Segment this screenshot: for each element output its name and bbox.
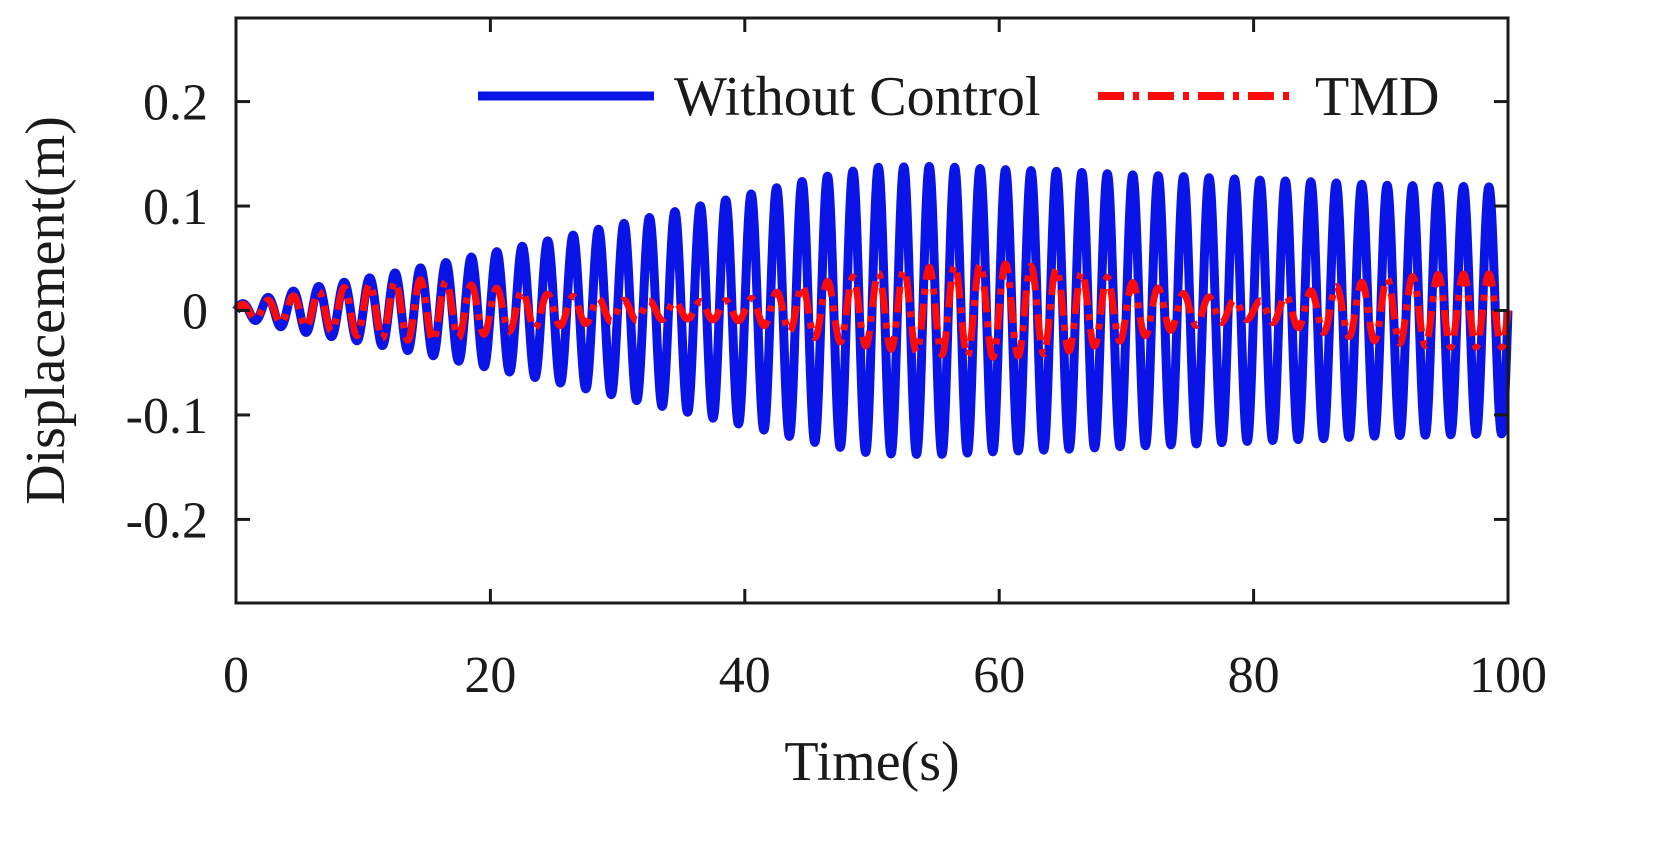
series-line-tmd [232,260,1512,361]
series-line-without-control [231,161,1513,459]
x-tick-label: 80 [1228,647,1280,704]
plot-series [231,161,1513,459]
x-tick-label: 40 [719,647,771,704]
y-tick-label: 0.2 [143,75,208,132]
legend: Without Control TMD [478,66,1439,128]
y-tick-label: -0.1 [126,388,208,445]
y-tick-label: 0.1 [143,179,208,236]
x-tick-label: 60 [973,647,1025,704]
axis-ticks [234,18,1510,603]
legend-label-without-control: Without Control [674,66,1040,128]
y-tick-label: 0 [182,284,208,341]
x-tick-label: 0 [223,647,249,704]
y-tick-labels: 0.2 0.1 0 -0.1 -0.2 [126,75,208,550]
y-axis-title: Displacement(m) [15,116,77,505]
legend-label-tmd: TMD [1315,66,1439,128]
y-tick-label: -0.2 [126,492,208,549]
x-axis-title: Time(s) [784,731,959,793]
x-tick-label: 20 [464,647,516,704]
x-tick-label: 100 [1469,647,1547,704]
x-tick-labels: 0 20 40 60 80 100 [223,647,1547,704]
